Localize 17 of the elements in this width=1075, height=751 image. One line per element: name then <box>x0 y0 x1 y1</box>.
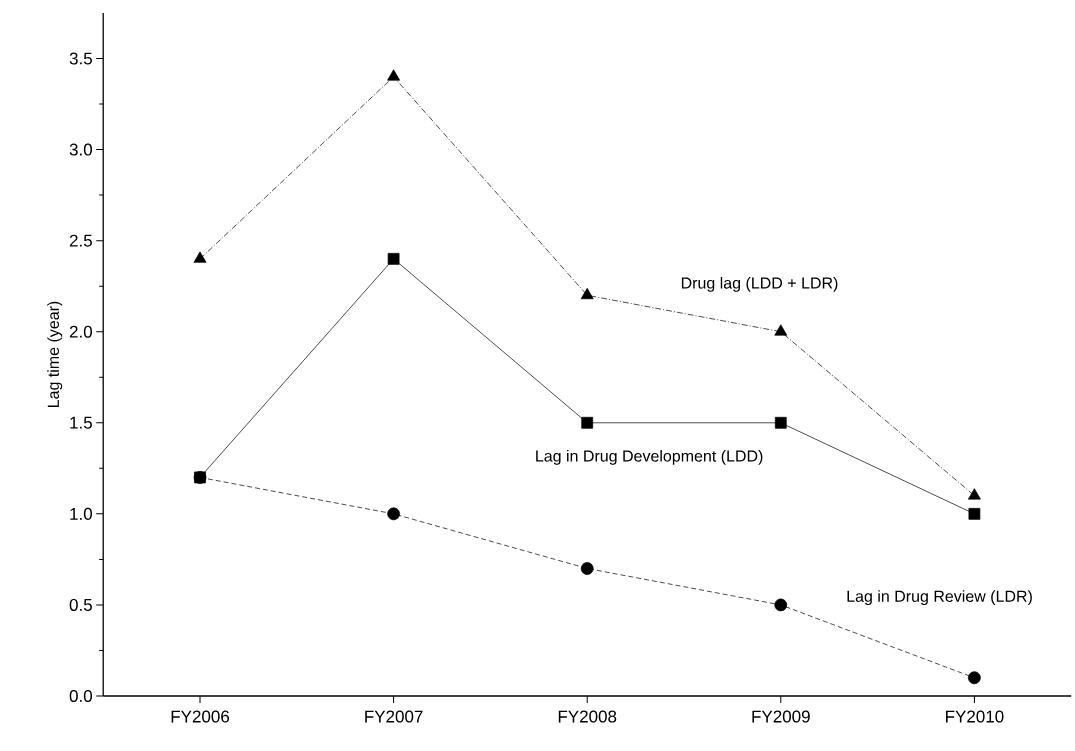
x-tick-label: FY2007 <box>365 710 423 723</box>
y-tick-label: 0.0 <box>69 689 93 703</box>
y-tick-label: 1.5 <box>70 416 92 429</box>
x-tick-label: FY2006 <box>171 710 230 723</box>
y-tick-label: 3.0 <box>69 143 93 156</box>
x-tick-label: FY2008 <box>558 710 617 723</box>
y-tick-label: 0.5 <box>69 598 92 611</box>
series-label: Lag in Drug Development (LDD) <box>536 449 763 465</box>
y-tick-label: 2.0 <box>69 325 93 338</box>
series-label: Lag in Drug Review (LDR) <box>847 590 1032 606</box>
series-label: Drug lag (LDD + LDR) <box>681 276 838 292</box>
y-tick-label: 1.0 <box>70 507 93 520</box>
y-tick-label: 3.5 <box>69 52 92 65</box>
y-axis-title: Lag time (year) <box>47 301 63 407</box>
x-tick-label: FY2009 <box>752 710 810 723</box>
y-tick-label: 2.5 <box>69 234 92 247</box>
x-tick-label: FY2010 <box>946 710 1004 723</box>
